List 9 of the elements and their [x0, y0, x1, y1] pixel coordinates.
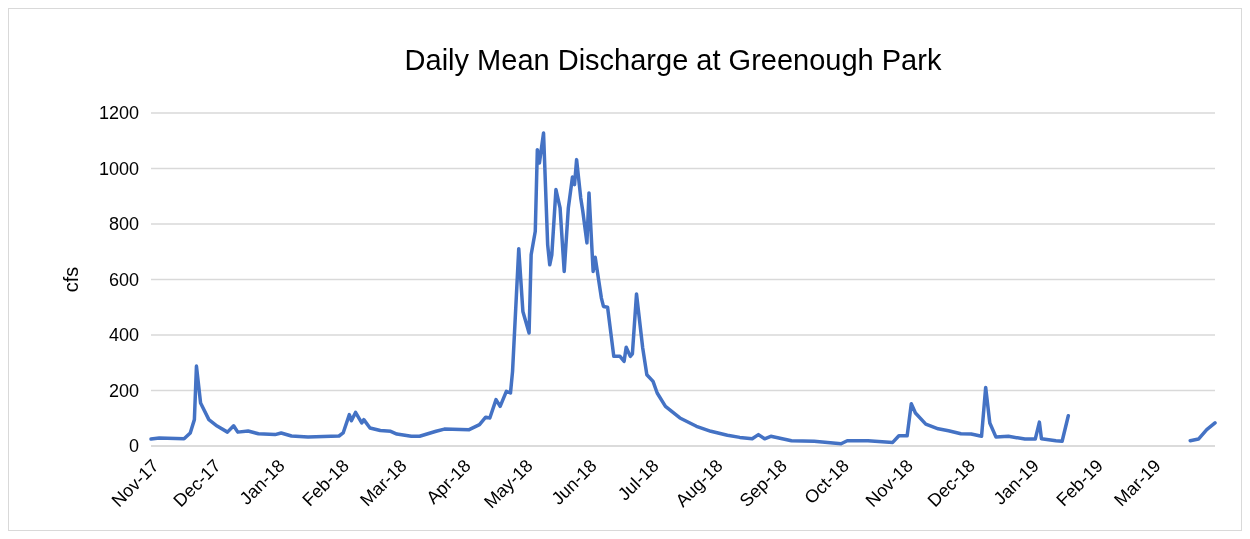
y-tick-label: 800: [108, 214, 139, 235]
y-tick-label: 1200: [98, 103, 139, 124]
y-tick-label: 200: [108, 380, 139, 401]
y-tick-label: 0: [128, 436, 139, 457]
y-axis-title: cfs: [60, 266, 82, 293]
y-tick-label: 1000: [98, 158, 139, 179]
y-tick-label: 400: [108, 325, 139, 346]
y-tick-label: 600: [108, 269, 139, 290]
chart-title: Daily Mean Discharge at Greenough Park: [404, 44, 942, 76]
